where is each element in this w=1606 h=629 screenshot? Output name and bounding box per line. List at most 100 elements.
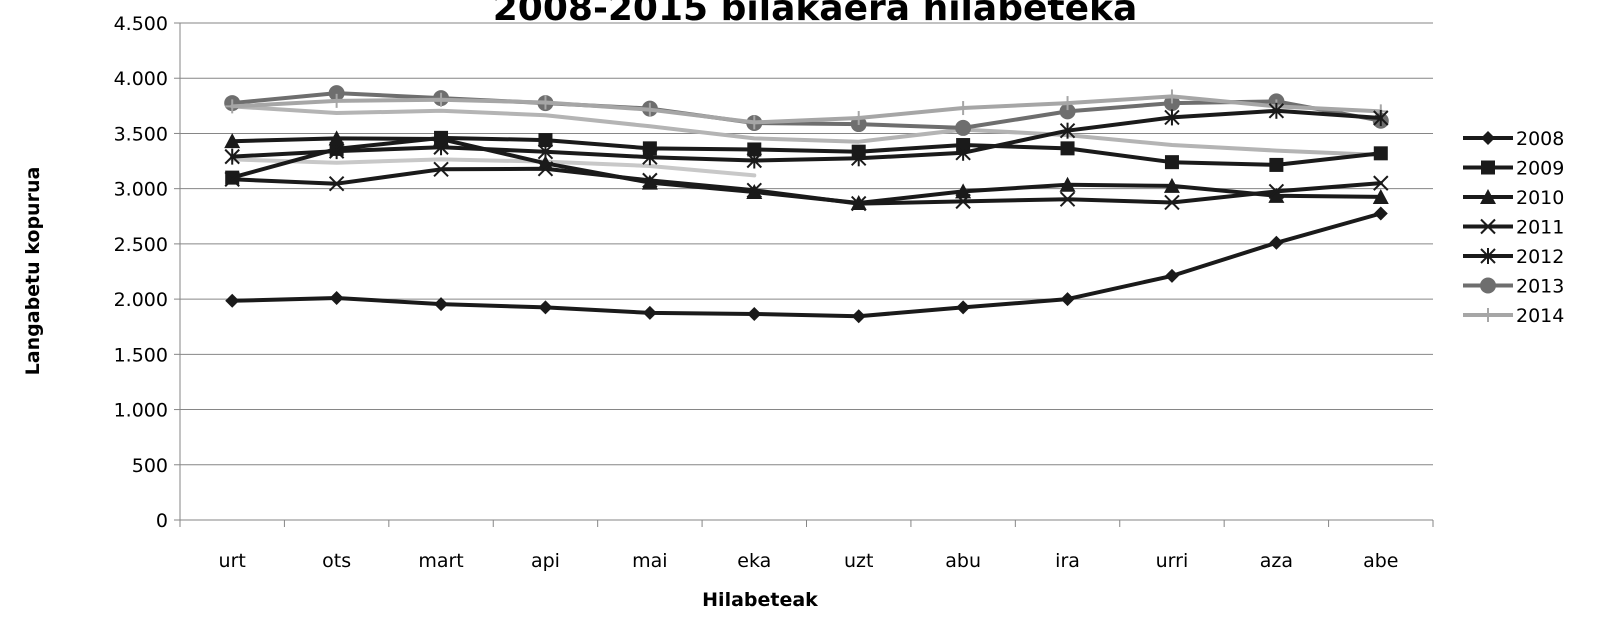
- data-point-2014: [225, 99, 240, 114]
- marker-stroke: [1268, 183, 1285, 200]
- data-point-2011: [1268, 183, 1285, 200]
- y-tick-label: 2.500: [114, 234, 168, 256]
- marker-stroke: [746, 182, 762, 199]
- data-point-2014: [1060, 96, 1075, 111]
- marker-stroke: [1164, 194, 1180, 211]
- data-point-2008: [1269, 235, 1284, 250]
- series-2015: [230, 157, 757, 178]
- series-2015b: [230, 104, 1383, 157]
- data-point-2014: [851, 110, 866, 125]
- legend-marker: [1481, 131, 1495, 145]
- marker-stroke: [1373, 175, 1389, 191]
- data-point-2012: [642, 149, 658, 166]
- marker-stroke: [1480, 218, 1496, 235]
- series-line-2011: [230, 166, 1383, 206]
- legend-item-2012: 2012: [1463, 246, 1564, 268]
- data-point-2012: [746, 152, 762, 169]
- x-tick-label: api: [531, 550, 560, 572]
- data-point-2008: [329, 291, 344, 306]
- y-tick-label: 1.500: [114, 344, 168, 366]
- legend-item-2009: 2009: [1463, 158, 1564, 180]
- legend-label: 2009: [1516, 158, 1564, 180]
- marker-stroke: [851, 195, 867, 212]
- marker-stroke: [1059, 191, 1076, 207]
- data-point-2014: [642, 102, 657, 117]
- data-point-2011: [537, 161, 554, 177]
- series-line-2015: [230, 157, 757, 178]
- legend-label: 2014: [1516, 305, 1564, 327]
- data-point-2009: [1164, 155, 1179, 170]
- x-tick-label: mai: [632, 550, 667, 572]
- legend-item-2013: 2013: [1463, 276, 1564, 298]
- data-point-2012: [1059, 122, 1076, 139]
- data-point-2011: [1059, 191, 1076, 207]
- legend-marker: [1480, 218, 1496, 235]
- data-point-2014: [956, 101, 971, 116]
- data-point-2009: [1060, 141, 1075, 156]
- y-axis-title: Langabetu kopurua: [22, 167, 44, 376]
- data-point-2010: [955, 183, 972, 199]
- data-point-2010: [224, 133, 241, 149]
- data-point-2009: [747, 142, 762, 157]
- data-point-2011: [955, 193, 971, 210]
- data-point-2009: [1269, 157, 1284, 172]
- legend-label: 2012: [1516, 246, 1564, 268]
- marker-stroke: [955, 193, 971, 210]
- y-tick-label: 0: [156, 510, 168, 532]
- data-point-2012: [955, 144, 971, 161]
- data-point-2011: [224, 171, 240, 187]
- data-point-2010: [328, 130, 345, 146]
- marker-stroke: [328, 175, 345, 192]
- axes: 0 500 1.000 1.500 2.000 2.500 3.000 3.500 4.000 4…: [114, 13, 1434, 572]
- data-point-2012: [1373, 109, 1389, 126]
- data-point-2008: [956, 300, 971, 315]
- data-point-2014: [1164, 89, 1179, 104]
- x-axis-title: Hilabeteak: [702, 589, 818, 611]
- legend-label: 2010: [1516, 187, 1564, 209]
- y-tick-label: 4.500: [114, 13, 168, 35]
- legend-label: 2011: [1516, 217, 1564, 239]
- y-tick-label: 4.000: [114, 68, 168, 90]
- legend-label: 2008: [1516, 128, 1564, 150]
- series-2014: [225, 89, 1388, 130]
- data-point-2008: [642, 305, 657, 320]
- data-point-2010: [1268, 187, 1285, 203]
- data-point-2008: [747, 307, 762, 322]
- x-tick-label: abe: [1363, 550, 1398, 572]
- data-point-2010: [1163, 177, 1180, 193]
- legend-item-2014: 2014: [1463, 305, 1564, 327]
- x-tick-label: urri: [1156, 550, 1189, 572]
- x-tick-label: abu: [945, 550, 981, 572]
- data-point-2009: [538, 133, 553, 148]
- series-2012: [224, 102, 1389, 169]
- data-point-2011: [642, 172, 658, 189]
- data-point-2010: [1059, 176, 1076, 192]
- marker-stroke: [433, 161, 449, 178]
- data-point-2012: [328, 143, 345, 160]
- y-tick-label: 3.000: [114, 179, 168, 201]
- data-point-2011: [851, 195, 867, 212]
- x-tick-label: aza: [1260, 550, 1293, 572]
- legend-marker: [1480, 277, 1496, 294]
- legend-marker: [1481, 160, 1495, 175]
- data-point-2011: [433, 161, 449, 178]
- x-tick-label: uzt: [844, 550, 873, 572]
- series-group: [224, 85, 1389, 324]
- data-point-2012: [224, 148, 240, 165]
- series-line-2015b: [230, 104, 1383, 157]
- data-point-2014: [538, 95, 553, 110]
- y-tick-label: 1.000: [114, 400, 168, 422]
- data-point-2009: [642, 141, 657, 156]
- series-2008: [225, 206, 1388, 324]
- data-point-2008: [538, 300, 553, 315]
- legend-marker: [1481, 308, 1495, 322]
- y-tick-label: 500: [132, 455, 168, 477]
- data-point-2008: [225, 293, 240, 308]
- data-point-2010: [537, 155, 554, 171]
- data-point-2014: [434, 92, 449, 107]
- gridlines: [180, 22, 1433, 466]
- series-line-2013: [230, 91, 1383, 130]
- data-point-2014: [329, 93, 344, 108]
- chart-title: 2008-2015 bilakaera hilabeteka: [493, 0, 1137, 29]
